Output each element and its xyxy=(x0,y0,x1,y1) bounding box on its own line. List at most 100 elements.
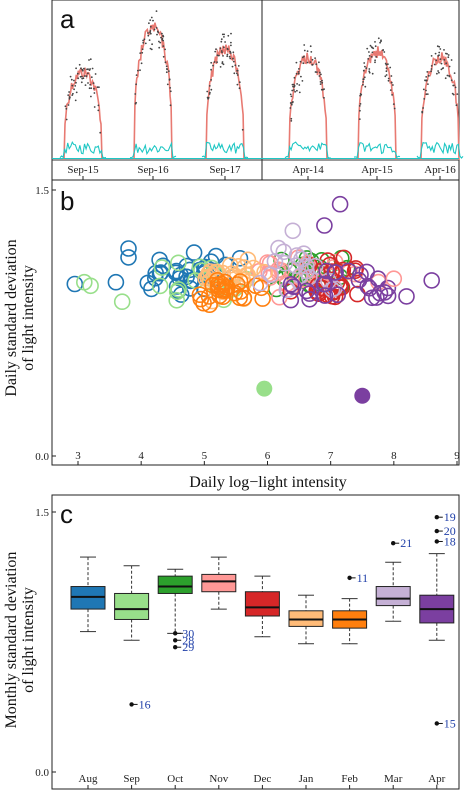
panel-a-raw-point xyxy=(236,83,239,86)
panel-a-raw-point xyxy=(303,49,306,52)
panel-a-raw-point xyxy=(380,39,382,42)
panel-b-xtick-label: 3 xyxy=(75,450,81,462)
panel-b-point xyxy=(276,254,294,272)
panel-a-raw-point xyxy=(140,62,143,65)
panel-a-raw-point xyxy=(291,83,294,86)
panel-c-outlier-label: 16 xyxy=(139,697,151,711)
panel-a-raw-point xyxy=(226,47,229,50)
panel-a-raw-point xyxy=(389,89,392,91)
panel-a-raw-point xyxy=(293,89,295,91)
panel-a-raw-point xyxy=(93,87,95,90)
panel-a-raw-point xyxy=(430,68,433,70)
panel-b-x-axis-title: Daily log−light intensity xyxy=(189,474,346,491)
panel-a-raw-point xyxy=(293,86,295,88)
panel-a-raw-point xyxy=(74,85,77,87)
panel-a-raw-point xyxy=(448,65,451,68)
panel-b-filled-point xyxy=(256,380,273,397)
panel-a-raw-point xyxy=(362,81,364,83)
panel-a-raw-point xyxy=(236,69,239,72)
panel-a-raw-point xyxy=(228,55,231,58)
panel-a-sd-line xyxy=(201,141,249,159)
panel-c-outlier-label: 30 xyxy=(182,626,194,640)
panel-a-raw-point xyxy=(311,58,314,61)
panel-a-raw-point xyxy=(139,69,141,72)
panel-a-raw-point xyxy=(74,99,77,102)
panel-a-raw-point xyxy=(216,54,219,57)
panel-a-raw-point xyxy=(385,70,388,73)
panel-a-raw-point xyxy=(300,75,302,78)
panel-a-raw-point xyxy=(387,79,390,82)
panel-a-raw-point xyxy=(153,28,156,31)
panel-a-raw-point xyxy=(168,78,171,81)
panel-b-point xyxy=(363,289,381,307)
panel-a-raw-point xyxy=(89,83,92,86)
panel-a-raw-point xyxy=(368,51,370,53)
panel-a-raw-point xyxy=(85,75,88,77)
panel-a-raw-point xyxy=(87,82,89,84)
panel-a-raw-point xyxy=(371,51,374,54)
panel-a-raw-point xyxy=(323,96,325,99)
panel-b-point xyxy=(398,288,415,305)
panel-b-point xyxy=(113,293,131,311)
panel-a-raw-point xyxy=(289,102,292,104)
panel-a-raw-point xyxy=(93,92,96,94)
panel-a-raw-point xyxy=(425,76,428,78)
panel-a-raw-point xyxy=(440,68,443,71)
panel-a-raw-point xyxy=(437,55,440,57)
panel-a-raw-point xyxy=(79,75,82,78)
panel-b-point xyxy=(359,277,377,295)
panel-a-raw-point xyxy=(430,70,432,73)
panel-a-raw-point xyxy=(291,101,294,104)
panel-a-raw-point xyxy=(289,93,292,96)
panel-a-raw-point xyxy=(452,84,455,87)
panel-a-raw-point xyxy=(425,79,428,82)
panel-a-raw-point xyxy=(433,63,436,66)
panel-a-raw-point xyxy=(144,42,147,45)
panel-a-raw-point xyxy=(81,77,84,80)
panel-a-raw-point xyxy=(319,83,322,85)
panel-a-raw-point xyxy=(303,55,305,58)
panel-b-point xyxy=(300,268,318,286)
panel-a-raw-point xyxy=(233,72,236,75)
panel-a-raw-point xyxy=(135,101,138,104)
panel-b-point xyxy=(168,291,185,309)
panel-a-raw-point xyxy=(382,49,384,51)
panel-a-raw-point xyxy=(88,69,91,71)
panel-a-frame xyxy=(51,0,460,181)
panel-a-raw-point xyxy=(430,65,433,67)
panel-a-sd-line xyxy=(284,141,331,159)
panel-c-outlier-label: 29 xyxy=(182,640,194,654)
panel-b-point xyxy=(285,278,302,296)
panel-a-raw-point xyxy=(232,60,235,63)
panel-a-raw-point xyxy=(93,106,96,108)
panel-a-raw-point xyxy=(219,47,222,50)
panel-c-outlier-label: 21 xyxy=(400,536,412,550)
panel-a-raw-point xyxy=(290,95,293,98)
panel-a-raw-point xyxy=(68,97,71,100)
panel-a-raw-point xyxy=(169,104,172,107)
panel-a-raw-point xyxy=(444,77,447,80)
panel-a-raw-point xyxy=(299,60,302,63)
panel-b-point xyxy=(295,245,313,262)
panel-b-point xyxy=(204,276,221,294)
panel-a-raw-point xyxy=(368,70,371,73)
panel-a-day-label: Sep-17 xyxy=(209,164,241,176)
panel-b-point xyxy=(350,271,368,289)
panel-b-point xyxy=(107,273,125,291)
panel-a-raw-point xyxy=(230,41,232,44)
panel-a-raw-point xyxy=(384,75,387,78)
panel-a-raw-point xyxy=(306,61,309,64)
panel-b-point xyxy=(251,274,269,292)
panel-a-raw-point xyxy=(169,90,172,93)
panel-c-xtick-label: Sep xyxy=(123,773,140,785)
panel-a-raw-point xyxy=(76,72,79,75)
panel-a-raw-point xyxy=(80,81,83,84)
panel-c-xtick-label: Mar xyxy=(384,773,403,785)
panel-b-point xyxy=(266,253,284,270)
panel-a-raw-point xyxy=(367,58,370,60)
panel-a-raw-point xyxy=(238,87,241,90)
panel-a-raw-point xyxy=(294,90,296,93)
panel-b-point xyxy=(423,272,441,289)
panel-a-raw-point xyxy=(215,48,217,51)
panel-b-xtick-label: 9 xyxy=(454,450,460,462)
